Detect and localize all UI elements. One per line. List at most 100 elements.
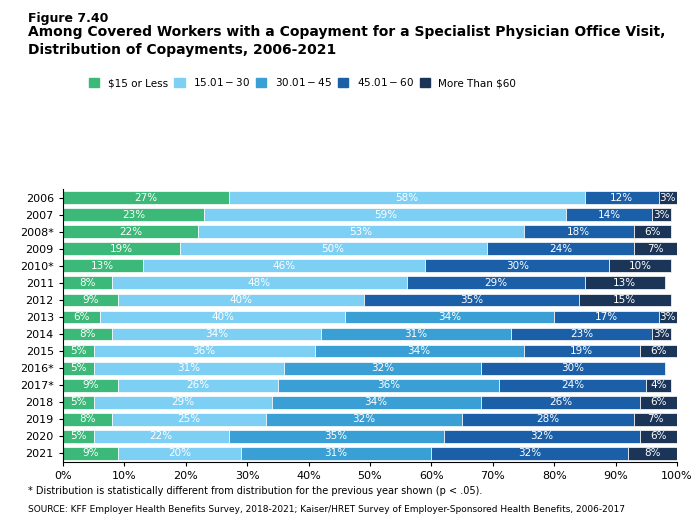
Text: 46%: 46%: [272, 261, 295, 271]
Bar: [278, 379, 499, 392]
Bar: [634, 413, 677, 426]
Bar: [63, 396, 94, 408]
Text: 6%: 6%: [73, 312, 89, 322]
Text: 29%: 29%: [484, 278, 507, 288]
Text: 7%: 7%: [647, 244, 664, 254]
Bar: [585, 191, 659, 204]
Bar: [63, 277, 112, 289]
Bar: [609, 259, 671, 272]
Text: 26%: 26%: [186, 380, 209, 390]
Bar: [63, 311, 100, 323]
Text: 32%: 32%: [352, 414, 376, 424]
Bar: [229, 430, 444, 443]
Bar: [63, 379, 118, 392]
Text: 35%: 35%: [325, 432, 348, 442]
Text: 25%: 25%: [177, 414, 200, 424]
Bar: [315, 345, 524, 358]
Bar: [462, 413, 634, 426]
Text: 8%: 8%: [644, 448, 661, 458]
Text: 24%: 24%: [549, 244, 572, 254]
Bar: [63, 191, 229, 204]
Bar: [284, 362, 480, 374]
Text: 22%: 22%: [149, 432, 172, 442]
Text: 30%: 30%: [561, 363, 584, 373]
Bar: [94, 345, 315, 358]
Bar: [321, 328, 511, 340]
Text: 32%: 32%: [518, 448, 541, 458]
Bar: [204, 208, 567, 221]
Text: Figure 7.40: Figure 7.40: [28, 12, 108, 25]
Bar: [653, 208, 671, 221]
Bar: [431, 447, 628, 460]
Bar: [198, 225, 524, 238]
Text: 3%: 3%: [653, 209, 670, 219]
Bar: [585, 277, 664, 289]
Text: 32%: 32%: [371, 363, 394, 373]
Text: 35%: 35%: [460, 295, 483, 305]
Bar: [112, 413, 265, 426]
Text: 3%: 3%: [653, 329, 670, 339]
Text: 23%: 23%: [570, 329, 593, 339]
Bar: [118, 379, 278, 392]
Bar: [444, 430, 640, 443]
Text: * Distribution is statistically different from distribution for the previous yea: * Distribution is statistically differen…: [28, 486, 482, 496]
Bar: [579, 293, 671, 306]
Bar: [364, 293, 579, 306]
Bar: [499, 379, 646, 392]
Bar: [646, 379, 671, 392]
Text: 27%: 27%: [134, 193, 157, 203]
Text: 30%: 30%: [506, 261, 529, 271]
Bar: [229, 191, 585, 204]
Text: 36%: 36%: [193, 346, 216, 356]
Bar: [480, 362, 664, 374]
Bar: [63, 293, 118, 306]
Text: 6%: 6%: [644, 227, 661, 237]
Bar: [112, 328, 321, 340]
Bar: [567, 208, 653, 221]
Bar: [63, 225, 198, 238]
Bar: [659, 191, 677, 204]
Text: 8%: 8%: [79, 414, 96, 424]
Bar: [63, 208, 204, 221]
Text: 5%: 5%: [70, 397, 87, 407]
Text: 5%: 5%: [70, 432, 87, 442]
Text: 8%: 8%: [79, 278, 96, 288]
Text: 31%: 31%: [325, 448, 348, 458]
Bar: [272, 396, 480, 408]
Text: 32%: 32%: [530, 432, 554, 442]
Bar: [425, 259, 609, 272]
Bar: [118, 447, 241, 460]
Bar: [100, 311, 346, 323]
Bar: [112, 277, 407, 289]
Text: 13%: 13%: [91, 261, 114, 271]
Bar: [94, 396, 272, 408]
Text: 5%: 5%: [70, 363, 87, 373]
Text: 12%: 12%: [610, 193, 633, 203]
Text: 53%: 53%: [349, 227, 372, 237]
Bar: [346, 311, 554, 323]
Text: 40%: 40%: [230, 295, 253, 305]
Text: 34%: 34%: [438, 312, 461, 322]
Text: 8%: 8%: [79, 329, 96, 339]
Bar: [63, 362, 94, 374]
Text: 14%: 14%: [598, 209, 621, 219]
Text: 6%: 6%: [651, 397, 667, 407]
Text: 40%: 40%: [211, 312, 234, 322]
Bar: [63, 328, 112, 340]
Bar: [640, 430, 677, 443]
Bar: [487, 243, 634, 255]
Text: 5%: 5%: [70, 346, 87, 356]
Bar: [63, 259, 142, 272]
Text: 26%: 26%: [549, 397, 572, 407]
Text: 7%: 7%: [647, 414, 664, 424]
Text: 34%: 34%: [408, 346, 431, 356]
Text: 58%: 58%: [395, 193, 418, 203]
Bar: [265, 413, 462, 426]
Text: 3%: 3%: [660, 193, 676, 203]
Text: 19%: 19%: [570, 346, 593, 356]
Text: 29%: 29%: [171, 397, 194, 407]
Bar: [511, 328, 653, 340]
Bar: [63, 430, 94, 443]
Text: 10%: 10%: [629, 261, 652, 271]
Bar: [659, 311, 677, 323]
